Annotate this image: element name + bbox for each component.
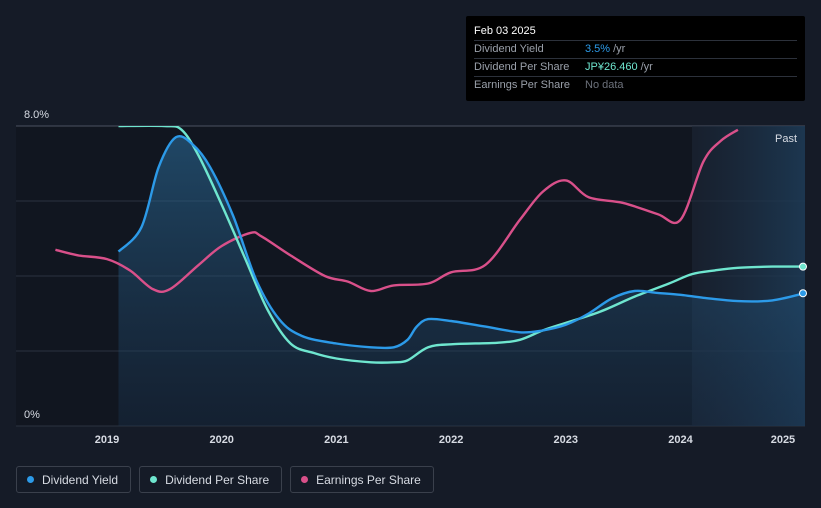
dividend-yield-area <box>118 136 805 426</box>
y-axis-label-bottom: 0% <box>24 409 40 421</box>
x-tick-label: 2021 <box>324 434 348 446</box>
x-tick-label: 2024 <box>668 434 693 446</box>
tooltip-row-yield: Dividend Yield 3.5% /yr <box>474 41 797 59</box>
legend-item-earnings-per-share[interactable]: Earnings Per Share <box>290 466 434 493</box>
end-marker <box>799 262 807 271</box>
tooltip-row-eps: Earnings Per Share No data <box>474 77 797 94</box>
tooltip-value: JP¥26.460 <box>585 61 638 73</box>
legend-dot <box>27 476 34 483</box>
legend-label: Dividend Per Share <box>165 472 270 487</box>
tooltip-value: 3.5% <box>585 43 611 55</box>
legend-label: Dividend Yield <box>42 472 119 487</box>
x-tick-label: 2022 <box>439 434 463 446</box>
past-label: Past <box>775 133 797 145</box>
end-marker <box>799 289 807 298</box>
tooltip-label: Dividend Yield <box>474 43 544 55</box>
legend-label: Earnings Per Share <box>316 472 421 487</box>
x-axis-ticks: 2019 2020 2021 2022 2023 2024 2025 <box>95 434 795 446</box>
legend-dot <box>301 476 309 483</box>
legend: Dividend Yield Dividend Per Share Earnin… <box>16 466 434 493</box>
legend-item-dividend-yield[interactable]: Dividend Yield <box>16 466 132 493</box>
tooltip-unit: /yr <box>613 43 626 55</box>
y-axis-label-top: 8.0% <box>24 109 49 121</box>
legend-item-dividend-per-share[interactable]: Dividend Per Share <box>139 466 283 493</box>
eps-line <box>55 128 739 294</box>
x-tick-label: 2020 <box>209 434 233 446</box>
tooltip-label: Dividend Per Share <box>474 61 570 73</box>
legend-dot <box>150 476 158 483</box>
tooltip-label: Earnings Per Share <box>474 79 570 91</box>
dps-line <box>118 126 805 364</box>
tooltip-value: No data <box>585 79 624 91</box>
tooltip-panel: Feb 03 2025 Dividend Yield 3.5% /yr Divi… <box>466 16 805 101</box>
dividend-yield-line <box>117 134 805 350</box>
tooltip-date: Feb 03 2025 <box>474 22 797 41</box>
x-tick-label: 2025 <box>771 434 795 446</box>
tooltip-row-dps: Dividend Per Share JP¥26.460 /yr <box>474 59 797 77</box>
x-tick-label: 2023 <box>554 434 578 446</box>
tooltip-unit: /yr <box>640 61 653 73</box>
x-tick-label: 2019 <box>95 434 119 446</box>
